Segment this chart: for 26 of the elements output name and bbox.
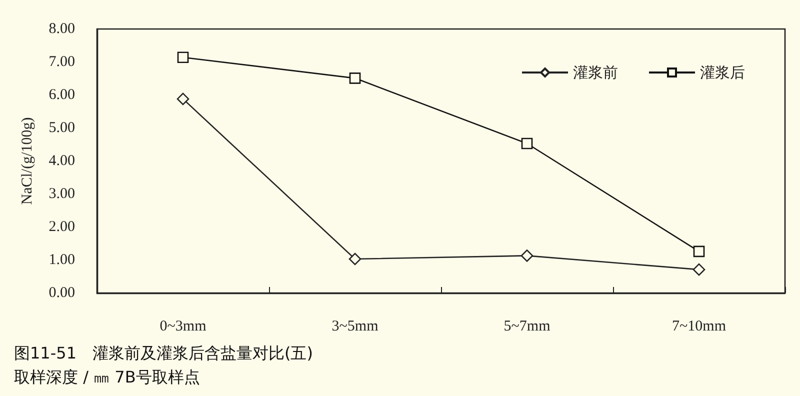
text: 图11-51 灌浆前及灌浆后含盐量对比(五)	[14, 344, 313, 362]
y-tick-label: 6.00	[48, 87, 75, 103]
legend-label: 灌浆后	[700, 64, 745, 82]
y-tick-label: 7.00	[48, 54, 75, 70]
x-tick-label: 3~5mm	[332, 318, 379, 334]
legend-label: 灌浆前	[573, 64, 618, 82]
point	[177, 52, 189, 64]
x-tick-label: 0~3mm	[160, 318, 207, 334]
point	[520, 250, 534, 262]
y-tick-label: 8.00	[48, 21, 75, 37]
point	[348, 252, 362, 266]
y-tick-label: 3.00	[48, 186, 75, 202]
text: 取样深度 / ㎜ 7B号取样点	[14, 368, 200, 386]
point	[349, 72, 361, 84]
y-tick-label: 2.00	[48, 219, 75, 235]
y-axis-title: NaCl/(g/100g)	[20, 117, 36, 205]
y-tick-label: 4.00	[48, 153, 75, 169]
y-tick-label: 5.00	[48, 120, 75, 136]
point	[692, 263, 706, 276]
point	[176, 92, 190, 106]
point	[521, 138, 533, 150]
y-tick-label: 0.00	[48, 285, 75, 301]
x-tick-label: 5~7mm	[504, 318, 551, 334]
x-tick-label: 7~10mm	[672, 318, 726, 334]
y-tick-label: 1.00	[48, 252, 75, 268]
point	[693, 246, 705, 258]
